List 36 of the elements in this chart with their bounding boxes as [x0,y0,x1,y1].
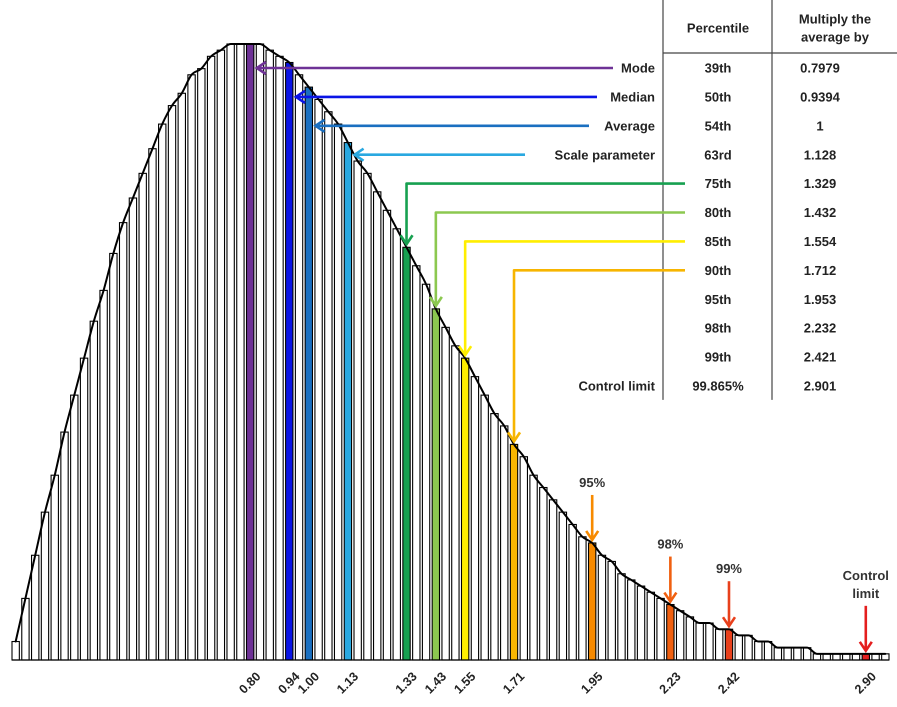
annotation: 1.953 [804,292,836,307]
category-label: Mode [621,60,655,76]
annotation: 2.421 [804,350,836,365]
annotation: 0.7979 [800,60,840,76]
annotation: 1.432 [804,205,836,220]
x-tick-label: 0.80 [236,669,264,697]
annotation: 63rd [704,147,732,162]
annotation: 98th [704,320,732,336]
annotation: 1.554 [804,234,838,249]
annotation: 2.901 [804,378,836,394]
annotation: 95th [704,292,732,307]
category-label: Control limit [578,378,656,394]
annotation: 99% [716,561,742,576]
annotation: 75th [704,176,732,192]
annotation: Control limit [842,568,889,601]
annotation: 39th [704,60,732,76]
annotation: Multiply the average by [798,12,872,45]
annotation: 99.865% [692,378,744,394]
category-label: Median [610,89,656,104]
text: Percentile [686,20,750,36]
annotation: 1.128 [804,147,836,162]
annotation: 1.329 [804,176,836,192]
annotation: 1.712 [804,262,836,278]
annotation: 0.9394 [800,89,841,104]
annotation: 2.232 [804,320,836,336]
annotation: 98% [657,536,684,552]
annotation: 95% [579,474,606,490]
annotation: 80th [704,205,732,220]
annotation: 54th [704,118,732,134]
category-label: Average [604,118,655,134]
annotation: 1 [816,118,824,134]
annotation: 99th [704,350,732,365]
annotation: 90th [704,262,732,278]
annotation: 85th [704,234,732,249]
category-label: Scale parameter [554,147,655,162]
annotation: 50th [704,89,732,104]
